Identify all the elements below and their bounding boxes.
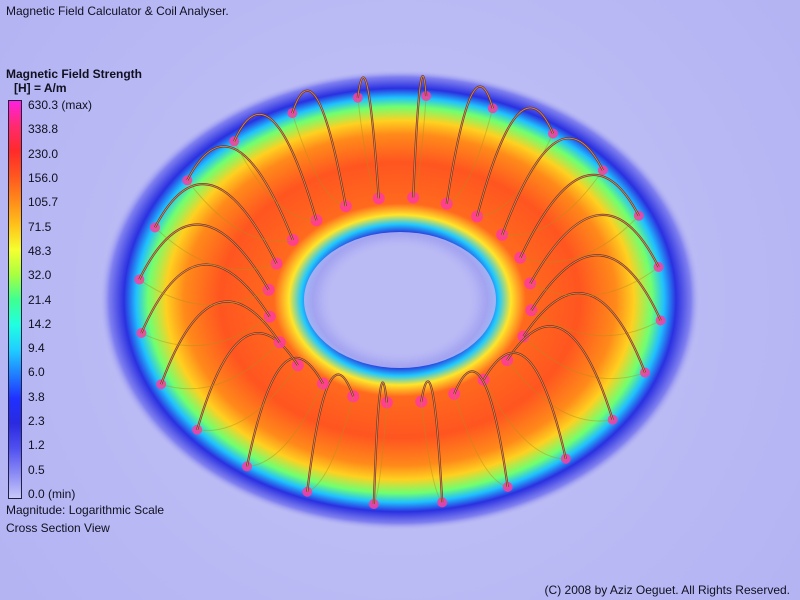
scale-tick-label: 32.0 xyxy=(28,268,52,283)
copyright-notice: (C) 2008 by Aziz Oeguet. All Rights Rese… xyxy=(544,583,790,597)
coil-winding-highlight xyxy=(233,113,317,221)
scale-tick-label: 21.4 xyxy=(28,292,52,307)
coil-winding-back xyxy=(483,379,566,460)
coil-winding-back xyxy=(233,141,317,221)
coil-winding-back xyxy=(412,95,427,198)
coil-winding-highlight xyxy=(412,75,427,198)
coil-winding-back xyxy=(139,279,269,306)
scale-tick-label: 338.8 xyxy=(28,122,59,137)
scale-tick-label: 9.4 xyxy=(28,341,45,356)
coil-winding-back xyxy=(307,396,354,493)
coil-winding-highlight xyxy=(420,381,443,503)
coil-winding-highlight xyxy=(186,146,294,240)
coil-winding-back xyxy=(291,112,346,207)
coil-winding-highlight xyxy=(531,254,662,321)
coil-winding-highlight xyxy=(453,371,509,487)
coil-winding-highlight xyxy=(506,325,614,420)
coil-winding-back xyxy=(506,359,613,422)
coil-winding-highlight xyxy=(357,77,380,199)
magnitude-scale-note: Magnitude: Logarithmic Scale xyxy=(6,503,165,517)
scale-tick-label: 230.0 xyxy=(28,146,59,161)
coil-winding-back xyxy=(141,316,271,347)
coil-winding-highlight xyxy=(160,301,280,385)
coil-winding-back xyxy=(502,169,604,237)
coil-winding-back xyxy=(154,227,277,271)
inner-hole xyxy=(304,232,496,368)
coil-winding-back xyxy=(357,97,380,199)
coil-winding-back xyxy=(186,179,293,242)
scale-tick-label: 630.3 (max) xyxy=(28,98,93,112)
coil-winding-back xyxy=(197,364,299,431)
coil-winding-back xyxy=(531,309,661,337)
scale-tick-label: 14.2 xyxy=(28,316,52,331)
coil-winding-highlight xyxy=(476,107,554,217)
scale-tick-label: 48.3 xyxy=(28,243,52,258)
legend-title: Magnetic Field Strength xyxy=(6,67,143,81)
coil-winding-back xyxy=(530,266,659,297)
scale-tick-label: 105.7 xyxy=(28,195,59,210)
coil-winding-highlight xyxy=(196,332,299,430)
color-scale-bar xyxy=(8,100,22,499)
coil-winding-back xyxy=(523,336,646,380)
coil-winding-highlight xyxy=(291,90,347,207)
scale-tick-label: 0.0 (min) xyxy=(28,487,76,501)
scale-tick-label: 1.2 xyxy=(28,438,45,453)
scale-tick-label: 0.5 xyxy=(28,462,45,477)
coil-winding-highlight xyxy=(519,174,640,258)
scale-tick-label: 3.8 xyxy=(28,389,45,404)
coil-winding-highlight xyxy=(446,86,494,204)
coil-winding-highlight xyxy=(523,292,646,373)
coil-winding-back xyxy=(477,133,554,217)
scale-tick-label: 156.0 xyxy=(28,170,59,185)
coil-winding-back xyxy=(161,341,281,390)
coil-windings xyxy=(134,74,666,509)
coil-winding-highlight xyxy=(138,224,270,290)
scale-tick-label: 71.5 xyxy=(28,219,52,234)
coil-winding-highlight xyxy=(373,382,388,504)
coil-winding-back xyxy=(246,383,324,467)
scale-tick-label: 2.3 xyxy=(28,414,45,429)
legend-units: [H] = A/m xyxy=(14,81,67,95)
view-mode-note: Cross Section View xyxy=(6,521,110,535)
field-hotspot xyxy=(182,175,193,186)
coil-winding-highlight xyxy=(154,183,277,264)
coil-winding-back xyxy=(520,215,640,263)
coil-winding-back xyxy=(420,401,443,503)
coil-winding-highlight xyxy=(483,352,567,459)
coil-winding-back xyxy=(453,393,508,488)
field-hotspot xyxy=(287,108,298,119)
coil-winding-back xyxy=(446,108,494,205)
app-title: Magnetic Field Calculator & Coil Analyse… xyxy=(6,4,229,18)
coil-winding-highlight xyxy=(501,138,604,235)
coil-winding-highlight xyxy=(246,357,324,467)
coil-winding-highlight xyxy=(529,214,659,284)
coil-winding-back xyxy=(373,402,388,505)
scale-tick-label: 6.0 xyxy=(28,365,45,380)
coil-winding-highlight xyxy=(141,264,271,334)
